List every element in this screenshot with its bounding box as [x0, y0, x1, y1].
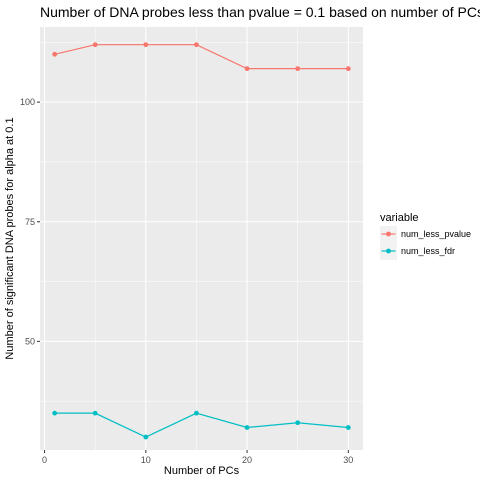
series-points	[52, 42, 351, 440]
x-tick-label: 10	[141, 455, 151, 465]
data-point-num_less_fdr	[52, 410, 58, 416]
data-point-num_less_pvalue	[52, 51, 58, 57]
plot-panel	[40, 27, 363, 450]
legend-items: num_less_pvalue num_less_fdr	[380, 226, 471, 260]
legend-title: variable	[380, 212, 419, 224]
grid-major	[40, 27, 363, 450]
data-point-num_less_pvalue	[345, 66, 351, 72]
data-point-num_less_pvalue	[143, 42, 149, 48]
x-tick-label: 30	[343, 455, 353, 465]
x-tick-label: 0	[42, 455, 47, 465]
axis-ticks	[37, 101, 349, 453]
data-point-num_less_fdr	[244, 425, 250, 430]
y-axis-title: Number of significant DNA probes for alp…	[4, 117, 16, 359]
legend-label: num_less_fdr	[401, 246, 455, 256]
data-point-num_less_pvalue	[244, 66, 250, 72]
data-point-num_less_fdr	[345, 425, 351, 430]
data-point-num_less_fdr	[143, 434, 149, 440]
y-tick-label: 100	[20, 97, 35, 107]
data-point-num_less_fdr	[295, 420, 301, 426]
chart-title: Number of DNA probes less than pvalue = …	[40, 4, 480, 20]
data-point-num_less_fdr	[194, 410, 199, 416]
data-point-num_less_pvalue	[92, 42, 98, 48]
legend-key-point	[386, 231, 391, 237]
legend: variable num_less_pvalue num_less_fdr	[380, 212, 471, 260]
legend-key-point	[386, 248, 391, 254]
data-point-num_less_pvalue	[295, 66, 301, 72]
x-axis-title: Number of PCs	[164, 465, 240, 477]
data-point-num_less_pvalue	[194, 42, 199, 48]
grid-minor	[40, 27, 363, 450]
y-tick-label: 75	[25, 217, 35, 227]
legend-label: num_less_pvalue	[401, 229, 471, 239]
x-tick-label: 20	[242, 455, 252, 465]
y-tick-label: 50	[25, 336, 35, 346]
data-point-num_less_fdr	[92, 410, 98, 416]
tick-labels: 0 10 20 30 50 75 100	[20, 97, 353, 465]
